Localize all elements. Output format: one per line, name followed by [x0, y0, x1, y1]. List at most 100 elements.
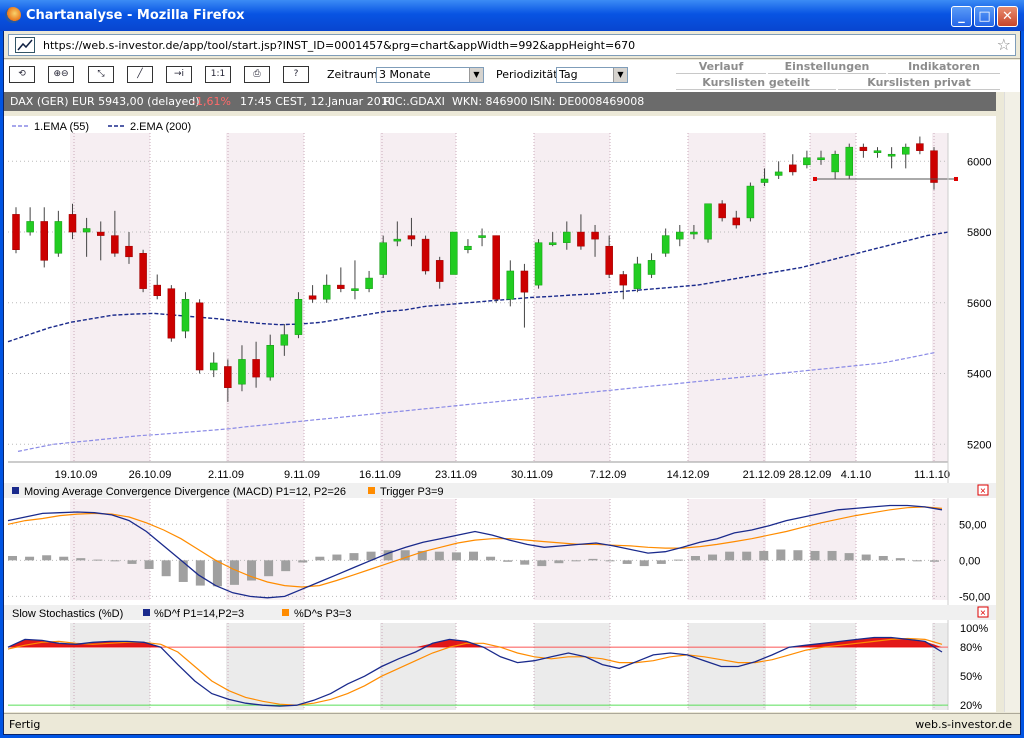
macd-histogram-bar [588, 558, 598, 561]
chevron-down-icon: ▼ [469, 68, 483, 82]
macd-histogram-bar [844, 553, 854, 561]
y-tick-label: 20% [960, 700, 982, 712]
instrument-quote: DAX (GER) EUR 5943,00 (delayed) [10, 95, 200, 108]
week-band [932, 623, 948, 710]
macd-histogram-bar [127, 560, 137, 564]
y-tick-label: 5600 [967, 298, 991, 310]
macd-histogram-bar [8, 555, 17, 561]
candle-down [492, 235, 500, 300]
macd-histogram-bar [144, 560, 154, 569]
zoom-icon[interactable]: ⊕⊖ [48, 66, 74, 83]
macd-histogram-bar [520, 560, 530, 565]
trigger-title: Trigger P3=9 [380, 486, 444, 498]
close-panel-icon: × [980, 486, 986, 497]
stoch-header [4, 605, 996, 620]
y-tick-label: 5800 [967, 227, 991, 239]
candle-up [322, 284, 331, 300]
bookmark-star-icon[interactable]: ☆ [996, 35, 1011, 54]
macd-histogram-bar [93, 559, 103, 561]
candle-up [181, 299, 190, 332]
help-icon[interactable]: ? [283, 66, 309, 83]
macd-histogram-bar [247, 560, 257, 581]
candle-up [534, 242, 543, 286]
candle-down [859, 146, 868, 151]
macd-histogram-bar [298, 560, 308, 563]
view-tabs: Verlauf Einstellungen Indikatoren Kursli… [676, 60, 1000, 92]
y-tick-label: 5400 [967, 369, 991, 381]
site-chart-icon [15, 37, 35, 53]
candle-down [68, 214, 77, 233]
macd-histogram-bar [229, 560, 239, 585]
stoch-ds-title: %D^s P3=3 [294, 608, 351, 620]
periodizitaet-select[interactable]: Tag ▼ [556, 67, 628, 83]
candle-up [393, 238, 402, 242]
candle-down [96, 231, 105, 236]
indicator-icon[interactable]: →i [166, 66, 192, 83]
tab-kurslisten-geteilt[interactable]: Kurslisten geteilt [676, 76, 836, 90]
candle-up [690, 231, 698, 235]
refresh-icon[interactable]: ⟲ [9, 66, 35, 83]
ema55-line [17, 351, 937, 452]
candle-up [676, 231, 684, 240]
zeitraum-select[interactable]: 3 Monate ▼ [376, 67, 484, 83]
x-tick-label: 19.10.09 [55, 469, 98, 481]
macd-histogram-bar [178, 560, 188, 582]
tab-verlauf[interactable]: Verlauf [676, 60, 766, 74]
macd-histogram-bar [400, 550, 410, 561]
week-band [226, 133, 304, 462]
instrument-info-bar: DAX (GER) EUR 5943,00 (delayed) -1,61% 1… [4, 92, 996, 111]
y-tick-label: 50% [960, 671, 982, 683]
candle-up [563, 231, 571, 243]
week-band [534, 133, 610, 462]
trendline-icon[interactable]: ╱ [127, 66, 153, 83]
candle-up [280, 334, 289, 346]
chart-svg[interactable]: 1.EMA (55) 2.EMA (200) 6000 5800 5600 5400 520… [4, 116, 996, 712]
overbought-fill [8, 637, 942, 648]
tab-kurslisten-privat[interactable]: Kurslisten privat [838, 76, 1000, 90]
chevron-down-icon: ▼ [613, 68, 627, 82]
address-bar: https://web.s-investor.de/app/tool/start… [4, 31, 1020, 59]
macd-histogram-bar [895, 558, 905, 561]
close-button[interactable]: ✕ [997, 6, 1018, 27]
crosshair-icon[interactable]: ⤡ [88, 66, 114, 83]
chart-area[interactable]: 1.EMA (55) 2.EMA (200) 6000 5800 5600 5400 520… [4, 116, 996, 712]
candle-down [125, 245, 133, 258]
scale-icon[interactable]: 1:1 [205, 66, 231, 83]
week-band [810, 499, 856, 600]
week-band [534, 623, 610, 710]
x-tick-label: 23.11.09 [435, 469, 477, 481]
periodizitaet-label: Periodizität: [496, 68, 562, 81]
candle-down [12, 214, 20, 250]
legend-ema55-label: 1.EMA (55) [34, 121, 89, 133]
week-band [380, 499, 456, 600]
candle-up [803, 157, 811, 166]
macd-histogram-bar [708, 554, 718, 561]
candle-up [633, 263, 642, 289]
macd-histogram-bar [759, 550, 769, 561]
candle-down [718, 203, 726, 219]
candle-up [647, 260, 656, 275]
macd-histogram-bar [690, 555, 700, 561]
print-icon[interactable]: ⎙ [244, 66, 270, 83]
candle-up [294, 299, 303, 335]
macd-histogram-bar [912, 560, 922, 562]
candle-up [365, 277, 373, 289]
macd-histogram-bar [622, 560, 632, 564]
candle-down [407, 235, 416, 240]
candle-down [732, 217, 741, 226]
minimize-button[interactable]: _ [951, 6, 972, 27]
level-handle [954, 176, 958, 181]
tab-indikatoren[interactable]: Indikatoren [888, 60, 1000, 74]
stoch-df-line [7, 636, 943, 707]
maximize-button[interactable]: □ [974, 6, 995, 27]
y-tick-label: 5200 [967, 439, 991, 451]
url-field[interactable]: https://web.s-investor.de/app/tool/start… [8, 34, 1016, 56]
vertical-scrollbar[interactable] [1004, 92, 1020, 712]
stoch-title: Slow Stochastics (%D) [12, 608, 123, 620]
candle-down [789, 164, 797, 173]
macd-histogram-bar [195, 560, 205, 586]
candle-up [548, 242, 557, 245]
week-band [70, 499, 150, 600]
tab-einstellungen[interactable]: Einstellungen [768, 60, 886, 74]
macd-histogram-bar [605, 560, 615, 562]
